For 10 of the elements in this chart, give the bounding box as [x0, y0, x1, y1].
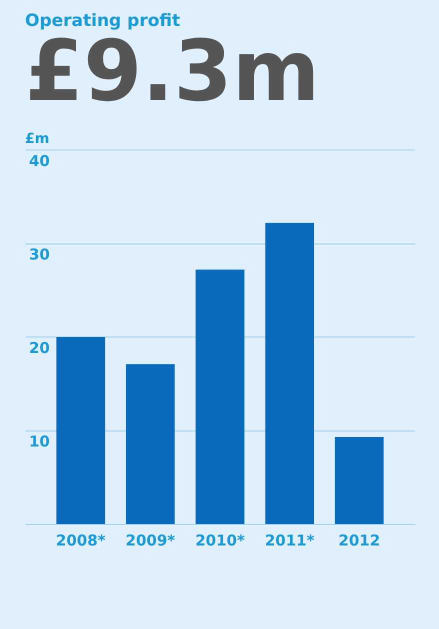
x-tick-label: 2008* — [56, 532, 106, 550]
x-tick-label: 2012 — [338, 532, 380, 550]
y-tick-label: 30 — [29, 246, 50, 264]
y-tick-label: 10 — [29, 432, 50, 450]
y-axis-title: £m — [25, 131, 50, 147]
y-tick-label: 40 — [29, 152, 50, 170]
x-tick-label: 2009* — [126, 532, 176, 550]
y-tick-label: 20 — [29, 339, 50, 357]
x-tick-label: 2011* — [264, 532, 315, 550]
x-tick-label: 2010* — [195, 532, 245, 550]
